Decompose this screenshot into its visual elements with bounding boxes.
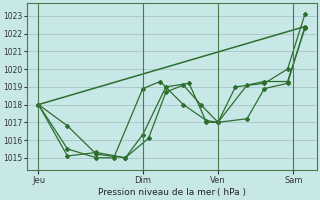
X-axis label: Pression niveau de la mer ( hPa ): Pression niveau de la mer ( hPa ): [98, 188, 246, 197]
